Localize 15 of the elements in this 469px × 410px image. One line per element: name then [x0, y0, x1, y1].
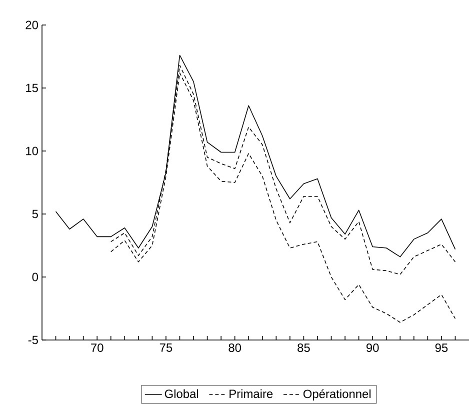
legend-label: Opérationnel [303, 389, 371, 401]
y-tick-label: 0 [32, 272, 38, 282]
x-tick-label: 80 [228, 344, 242, 352]
x-tick-label: 90 [366, 344, 379, 352]
legend-label: Global [164, 389, 198, 398]
legend-label: Primaire [230, 389, 273, 398]
y-tick-label: -5 [28, 336, 38, 344]
y-tick-label: 10 [26, 146, 38, 156]
x-tick-label: 75 [160, 344, 172, 352]
y-tick-label: 20 [26, 20, 38, 30]
x-tick-label: 95 [435, 344, 448, 352]
x-tick-label: 85 [298, 344, 310, 352]
x-tick-label: 70 [91, 344, 104, 352]
y-tick-label: 5 [32, 210, 38, 218]
y-tick-label: 15 [26, 84, 38, 92]
